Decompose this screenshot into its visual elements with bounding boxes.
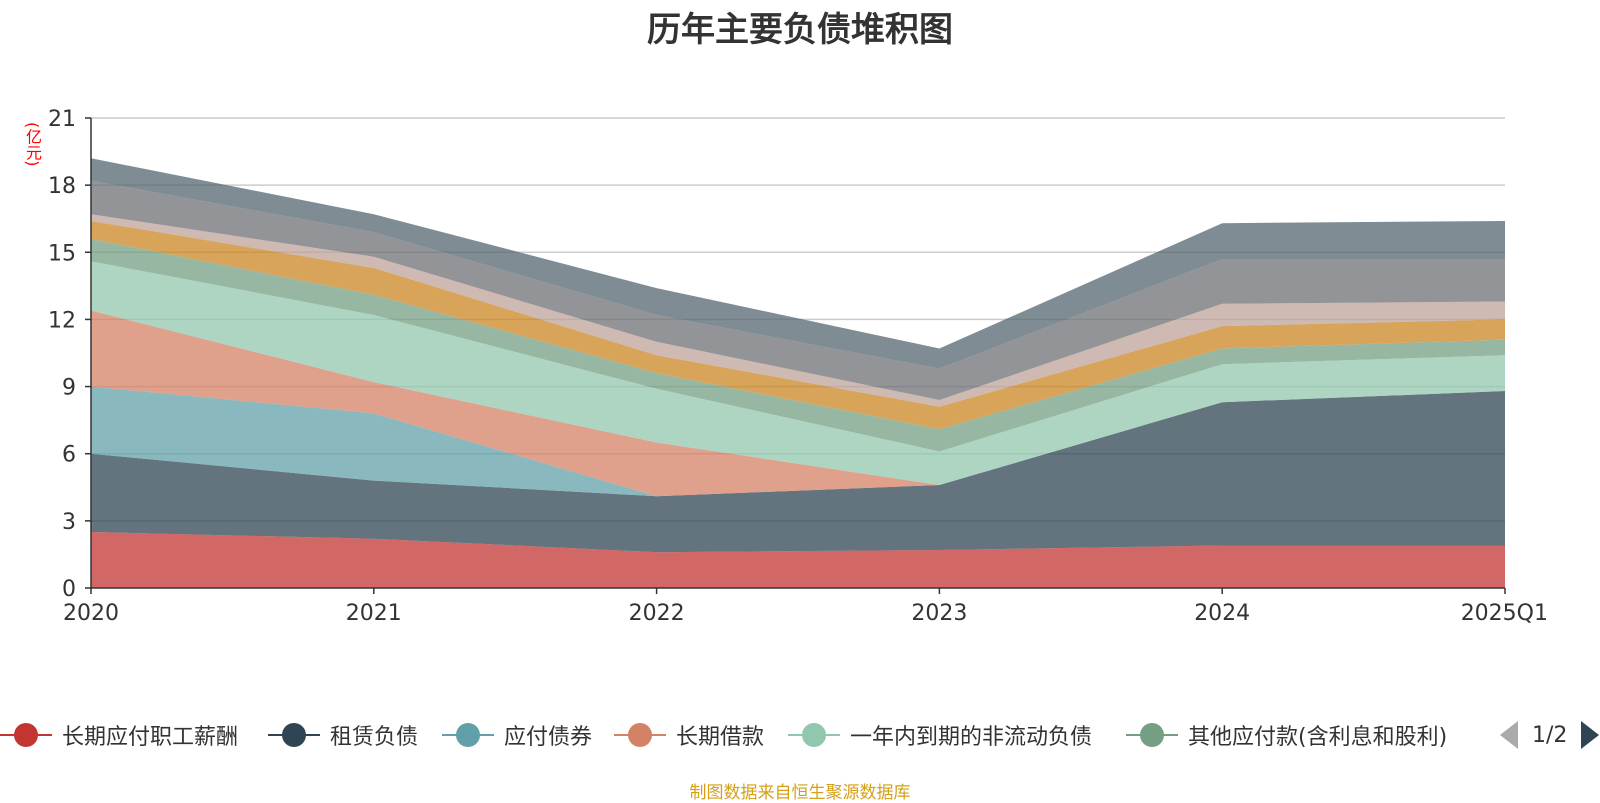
y-tick-label: 18 xyxy=(48,174,76,199)
axes: 0 3 6 9 12 15 18 21 2020 2021 2022 2023 2024 2025Q1 xyxy=(48,107,1548,626)
y-tick-label: 21 xyxy=(48,107,76,132)
y-tick-label: 15 xyxy=(48,241,76,266)
area-series-2 xyxy=(91,386,1505,497)
pager-text: 1/2 xyxy=(1532,722,1568,748)
y-tick-label: 12 xyxy=(48,308,76,333)
legend-item-0[interactable]: 长期应付职工薪酬 xyxy=(0,715,238,755)
legend-item-3[interactable]: 长期借款 xyxy=(614,715,764,755)
area-series-0 xyxy=(91,532,1505,588)
area-series-6 xyxy=(91,220,1505,430)
legend-label: 长期应付职工薪酬 xyxy=(62,725,239,750)
pager-next-icon[interactable] xyxy=(1581,721,1600,749)
pager-prev-icon[interactable] xyxy=(1500,721,1518,749)
legend-item-1[interactable]: 租赁负债 xyxy=(268,715,418,755)
legend-swatch xyxy=(1126,720,1178,750)
legend-item-2[interactable]: 应付债券 xyxy=(442,715,592,755)
chart-title: 历年主要负债堆积图 xyxy=(647,10,953,50)
legend-label: 一年内到期的非流动负债 xyxy=(850,725,1093,750)
legend-swatch xyxy=(0,720,52,750)
area-series-1 xyxy=(91,391,1505,553)
x-tick-label: 2022 xyxy=(629,601,685,626)
area-series-9 xyxy=(91,158,1505,369)
y-tick-label: 9 xyxy=(62,376,76,401)
x-tick-label: 2024 xyxy=(1194,601,1250,626)
legend-swatch xyxy=(788,720,840,750)
legend-item-4[interactable]: 一年内到期的非流动负债 xyxy=(788,715,1092,755)
legend-label: 租赁负债 xyxy=(330,725,419,750)
area-series-8 xyxy=(91,180,1505,400)
y-tick-label: 0 xyxy=(62,577,76,602)
legend-label: 应付债券 xyxy=(504,725,593,750)
y-tick-label: 6 xyxy=(62,443,76,468)
area-series-7 xyxy=(91,214,1505,407)
area-series xyxy=(91,158,1505,588)
area-series-3 xyxy=(91,310,1505,497)
legend-pager: 1/2 xyxy=(1500,715,1600,755)
area-series-4 xyxy=(91,261,1505,486)
legend: 长期应付职工薪酬 租赁负债 应付债券 长期借款 一年内到期的非流动负债 其他应付… xyxy=(0,715,1600,755)
x-tick-label: 2023 xyxy=(911,601,967,626)
legend-swatch xyxy=(268,720,320,750)
y-tick-label: 3 xyxy=(62,510,76,535)
y-axis-unit: (亿元) xyxy=(23,122,42,167)
area-series-5 xyxy=(91,238,1505,452)
x-tick-label: 2021 xyxy=(346,601,402,626)
legend-swatch xyxy=(614,720,666,750)
legend-label: 长期借款 xyxy=(676,725,765,750)
source-note: 制图数据来自恒生聚源数据库 xyxy=(689,783,911,803)
x-tick-label: 2020 xyxy=(63,601,119,626)
legend-item-5[interactable]: 其他应付款(含利息和股利) xyxy=(1126,715,1462,755)
legend-swatch xyxy=(442,720,494,750)
x-tick-label: 2025Q1 xyxy=(1461,601,1548,626)
legend-label: 其他应付款(含利息和股利) xyxy=(1188,725,1448,750)
